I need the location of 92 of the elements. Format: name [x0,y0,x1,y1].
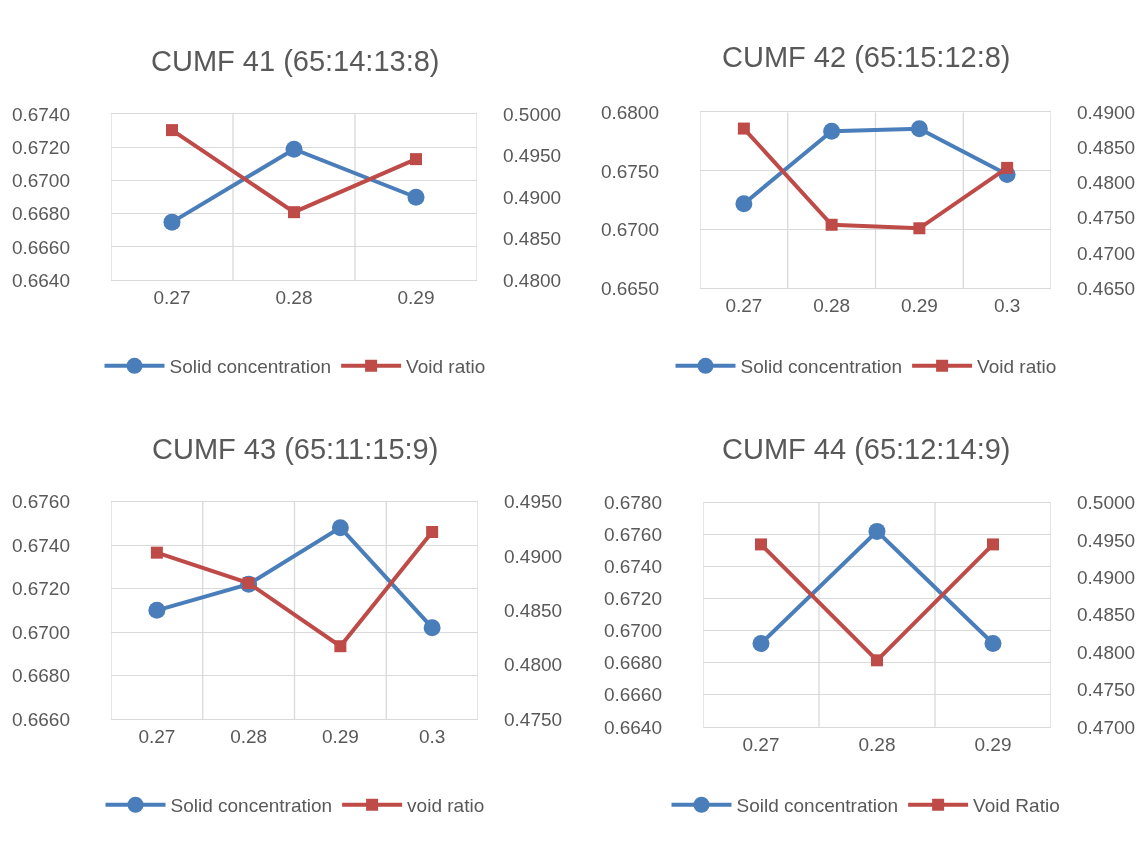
y-tick-label: 0.6680 [11,665,70,687]
x-tick-label: 0.27 [153,286,191,308]
y-tick-label: 0.6760 [11,491,70,513]
y-tick-label: 0.6640 [11,269,70,291]
legend-label: Solid concentration [169,356,332,378]
y2-tick-label: 0.4900 [1077,102,1136,124]
y2-tick-label: 0.4900 [1077,566,1136,588]
y-tick-label: 0.6700 [600,219,659,241]
x-tick-label: 0.28 [813,294,851,316]
point [288,206,300,219]
point [163,213,181,231]
y2-tick-label: 0.4850 [503,228,562,250]
y-tick-label: 0.6700 [11,170,70,192]
point [735,195,753,213]
y2-tick-label: 0.4750 [504,708,563,730]
y2-tick-label: 0.4700 [1077,242,1136,264]
x-tick-label: 0.27 [138,725,176,747]
x-tick-label: 0.29 [397,286,435,308]
y-tick-label: 0.6800 [600,102,659,124]
y-tick-label: 0.6640 [603,716,662,738]
y-tick-label: 0.6720 [603,588,662,610]
y-tick-label: 0.6720 [11,578,70,600]
y-tick-label: 0.6740 [603,556,662,578]
x-tick-label: 0.29 [321,725,359,747]
y-tick-label: 0.6740 [11,104,70,126]
point [331,519,349,537]
y2-tick-label: 0.4700 [1077,716,1136,738]
y-tick-label: 0.6720 [11,137,70,159]
point [334,640,347,653]
point [285,140,303,158]
chart-title: CUMF 43 (65:11:15:9) [152,433,439,465]
point [910,120,928,138]
x-tick-label: 0.3 [993,294,1021,316]
y2-tick-label: 0.4650 [1077,277,1136,299]
y-tick-label: 0.6650 [600,277,659,299]
legend-label: void ratio [407,795,485,817]
y-tick-label: 0.6660 [11,708,70,730]
y2-tick-label: 0.4850 [1077,604,1136,626]
point [737,122,750,135]
x-tick-label: 0.29 [974,733,1012,755]
y2-tick-label: 0.4750 [1077,207,1136,229]
point [1001,161,1014,174]
x-tick-label: 0.27 [742,733,780,755]
point [825,218,838,231]
y2-tick-label: 0.4750 [1077,679,1136,701]
y-tick-label: 0.6740 [11,534,70,556]
legend-label: Solid concentration [740,356,903,378]
y2-tick-label: 0.4800 [504,654,563,676]
y-tick-label: 0.6660 [11,236,70,258]
y2-tick-label: 0.4900 [503,186,562,208]
y2-tick-label: 0.4800 [1077,641,1136,663]
y2-tick-label: 0.4950 [1077,529,1136,551]
point [410,153,422,166]
chart-title: CUMF 41 (65:14:13:8) [151,45,440,77]
y-tick-label: 0.6680 [603,652,662,674]
y2-tick-label: 0.4950 [504,491,563,513]
y-tick-label: 0.6660 [603,684,662,706]
y2-tick-label: 0.5000 [1077,492,1136,514]
x-tick-label: 0.28 [858,733,896,755]
x-tick-label: 0.27 [725,294,763,316]
point [426,526,439,539]
point [150,546,163,559]
x-tick-label: 0.28 [275,286,313,308]
point [148,601,166,619]
legend-label: Void ratio [977,356,1057,378]
x-tick-label: 0.29 [900,294,938,316]
y-tick-label: 0.6780 [603,492,662,514]
point [913,222,926,235]
y2-tick-label: 0.4850 [504,599,563,621]
y2-tick-label: 0.4800 [503,269,562,291]
legend-label: Solid concentration [170,795,333,817]
y-tick-label: 0.6700 [603,620,662,642]
y2-tick-label: 0.4950 [503,145,562,167]
y2-tick-label: 0.5000 [503,104,562,126]
legend-label: Soild concentration [736,795,899,817]
chart-title: CUMF 44 (65:12:14:9) [722,433,1011,465]
legend-label: Void Ratio [973,795,1060,817]
y-tick-label: 0.6760 [603,524,662,546]
x-tick-label: 0.3 [418,725,446,747]
y-tick-label: 0.6700 [11,621,70,643]
legend-label: Void ratio [406,356,486,378]
point [166,124,178,137]
y2-tick-label: 0.4900 [504,545,563,567]
y-tick-label: 0.6680 [11,203,70,225]
point [423,619,441,637]
point [823,122,841,140]
x-tick-label: 0.28 [230,725,268,747]
chart-title: CUMF 42 (65:15:12:8) [722,41,1011,73]
y2-tick-label: 0.4850 [1077,137,1136,159]
point [407,188,425,206]
y2-tick-label: 0.4800 [1077,172,1136,194]
y-tick-label: 0.6750 [600,160,659,182]
